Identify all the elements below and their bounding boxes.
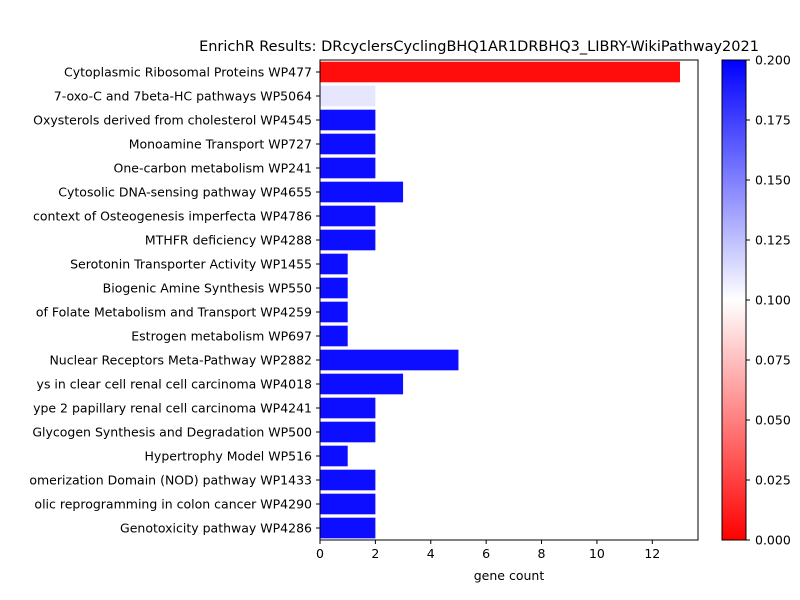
colorbar-tick-label: 0.175 — [755, 113, 791, 128]
y-tick-label: ype 2 papillary renal cell carcinoma WP4… — [33, 401, 312, 416]
colorbar-tick-label: 0.150 — [755, 173, 791, 188]
bar — [320, 373, 404, 395]
bar — [320, 181, 404, 203]
bar — [320, 229, 376, 251]
x-axis-ticks: 0 2 4 6 8 10 12 — [316, 540, 660, 561]
colorbar-ticks: 0.000 0.025 0.050 0.075 0.100 0.125 0.150 0.175… — [746, 53, 791, 548]
x-tick-label: 2 — [371, 546, 379, 561]
x-axis-label: gene count — [474, 568, 545, 583]
bar — [320, 277, 348, 299]
chart-title: EnrichR Results: DRcyclersCyclingBHQ1AR1… — [199, 39, 759, 55]
y-tick-label: of Folate Metabolism and Transport WP425… — [36, 305, 312, 320]
bar — [320, 493, 376, 515]
bar — [320, 157, 376, 179]
colorbar-tick-label: 0.100 — [755, 293, 791, 308]
y-tick-label: omerization Domain (NOD) pathway WP1433 — [29, 473, 312, 488]
colorbar — [721, 59, 747, 541]
y-tick-label: olic reprogramming in colon cancer WP429… — [34, 497, 312, 512]
bar — [320, 445, 348, 467]
colorbar-tick-label: 0.200 — [755, 53, 791, 68]
y-tick-label: Estrogen metabolism WP697 — [131, 329, 312, 344]
bar — [320, 253, 348, 275]
bar — [320, 469, 376, 491]
y-tick-label: context of Osteogenesis imperfecta WP478… — [33, 209, 312, 224]
y-tick-labels: Cytoplasmic Ribosomal Proteins WP477 7-ox… — [29, 65, 320, 536]
y-tick-label: Biogenic Amine Synthesis WP550 — [103, 281, 312, 296]
y-tick-label: Cytoplasmic Ribosomal Proteins WP477 — [64, 65, 312, 80]
y-tick-label: MTHFR deficiency WP4288 — [145, 233, 312, 248]
bar — [320, 301, 348, 323]
y-tick-label: Genotoxicity pathway WP4286 — [120, 521, 312, 536]
x-tick-label: 0 — [316, 546, 324, 561]
x-tick-label: 4 — [427, 546, 435, 561]
y-tick-label: Glycogen Synthesis and Degradation WP500 — [32, 425, 312, 440]
x-tick-label: 12 — [644, 546, 660, 561]
y-tick-label: Serotonin Transporter Activity WP1455 — [70, 257, 312, 272]
y-tick-label: One-carbon metabolism WP241 — [114, 161, 313, 176]
bar — [320, 325, 348, 347]
plot-frame — [319, 59, 699, 541]
y-tick-label: Oxysterols derived from cholesterol WP45… — [33, 113, 312, 128]
y-tick-label: Hypertrophy Model WP516 — [145, 449, 313, 464]
y-tick-label: ys in clear cell renal cell carcinoma WP… — [37, 377, 312, 392]
bar-group — [320, 61, 680, 539]
colorbar-tick-label: 0.125 — [755, 233, 791, 248]
y-tick-label: Cytosolic DNA-sensing pathway WP4655 — [58, 185, 312, 200]
y-tick-label: Nuclear Receptors Meta-Pathway WP2882 — [49, 353, 312, 368]
bar — [320, 205, 376, 227]
bar — [320, 61, 680, 83]
colorbar-tick-label: 0.050 — [755, 413, 791, 428]
x-tick-label: 8 — [538, 546, 546, 561]
colorbar-tick-label: 0.000 — [755, 533, 791, 548]
x-tick-label: 6 — [482, 546, 490, 561]
bar — [320, 85, 376, 107]
bar — [320, 421, 376, 443]
colorbar-tick-label: 0.075 — [755, 353, 791, 368]
bar — [320, 349, 459, 371]
bar — [320, 517, 376, 539]
bar — [320, 133, 376, 155]
colorbar-tick-label: 0.025 — [755, 473, 791, 488]
x-tick-label: 10 — [589, 546, 605, 561]
y-tick-label: Monoamine Transport WP727 — [129, 137, 312, 152]
y-tick-label: 7-oxo-C and 7beta-HC pathways WP5064 — [54, 89, 312, 104]
bar — [320, 109, 376, 131]
bar — [320, 397, 376, 419]
